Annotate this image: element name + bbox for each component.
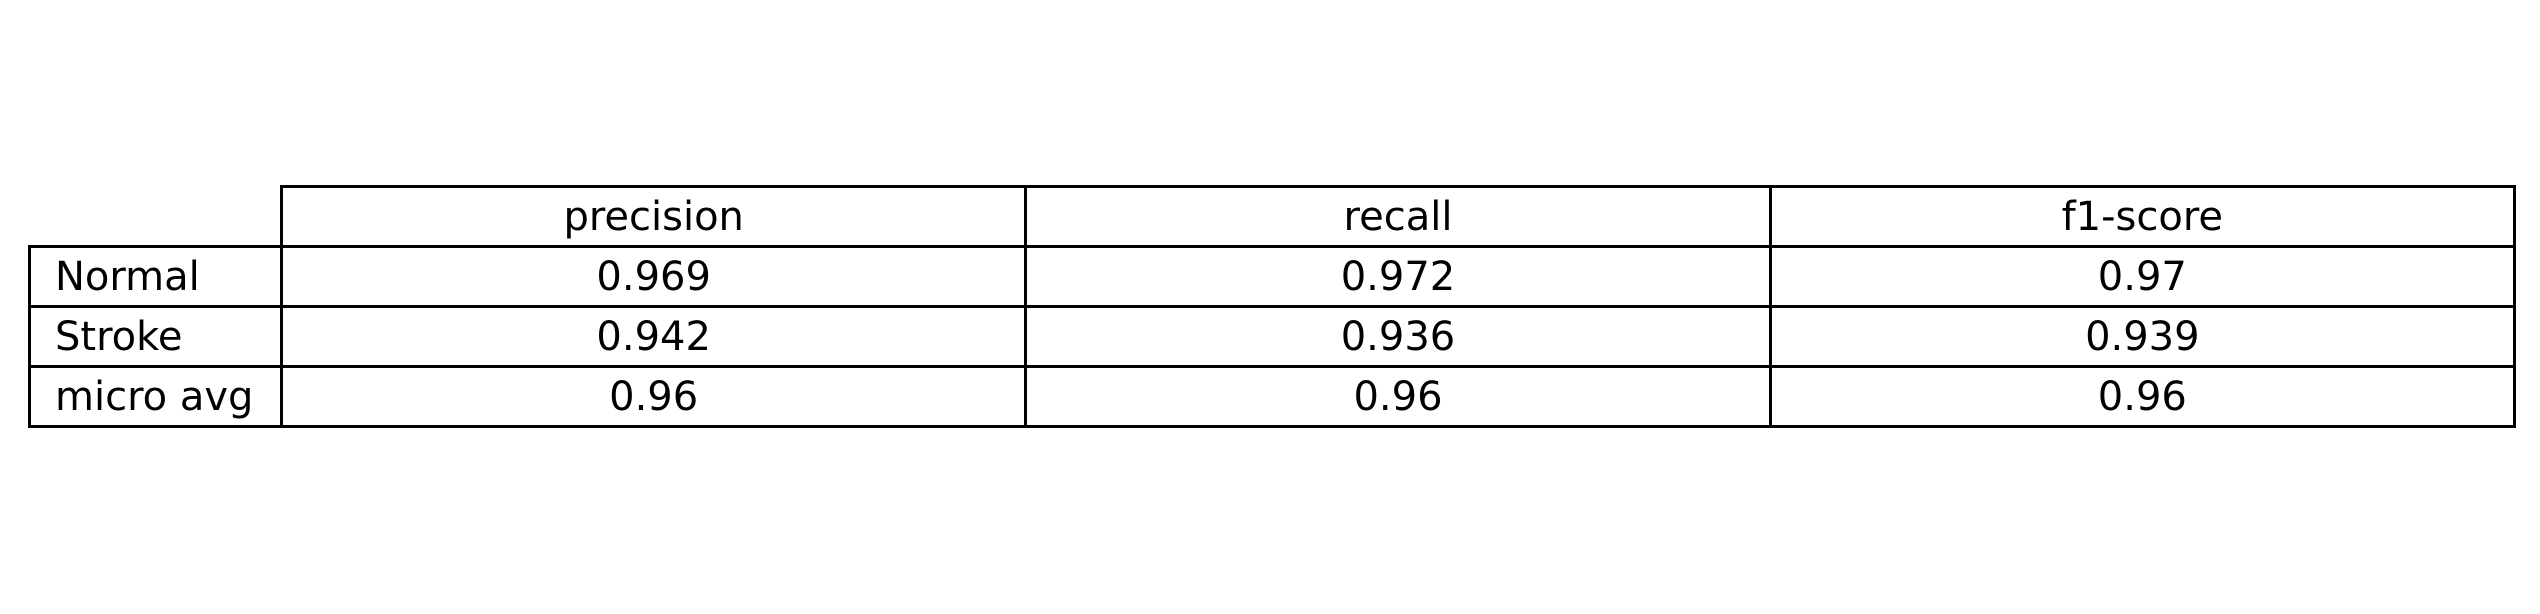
table-cell: 0.969 <box>280 245 1028 308</box>
row-label-micro-avg: micro avg <box>28 365 283 428</box>
table-cell: 0.942 <box>280 305 1028 368</box>
table-cell: 0.97 <box>1768 245 2516 308</box>
table-cell: 0.96 <box>1024 365 1772 428</box>
row-label-stroke-text: Stroke <box>55 313 183 360</box>
table-cell-text: 0.936 <box>1340 313 1456 360</box>
row-label-micro-avg-text: micro avg <box>55 373 254 420</box>
table-cell-text: 0.969 <box>596 253 711 300</box>
row-label-normal-text: Normal <box>55 253 200 300</box>
table-cell-text: 0.972 <box>1340 253 1456 300</box>
column-header-precision-text: precision <box>563 193 744 240</box>
table-cell: 0.936 <box>1024 305 1772 368</box>
table-cell: 0.939 <box>1768 305 2516 368</box>
table-cell: 0.96 <box>280 365 1028 428</box>
column-header-recall-text: recall <box>1343 193 1453 240</box>
table-cell: 0.972 <box>1024 245 1772 308</box>
table-cell-text: 0.96 <box>1353 373 1443 420</box>
column-header-precision: precision <box>280 185 1028 248</box>
table-cell-text: 0.939 <box>2085 313 2200 360</box>
table-cell-text: 0.942 <box>596 313 711 360</box>
row-label-normal: Normal <box>28 245 283 308</box>
column-header-f1-score: f1-score <box>1768 185 2516 248</box>
table-cell-text: 0.96 <box>609 373 699 420</box>
column-header-recall: recall <box>1024 185 1772 248</box>
column-header-f1-score-text: f1-score <box>2061 193 2224 240</box>
table-cell-text: 0.96 <box>2097 373 2187 420</box>
table-cell-text: 0.97 <box>2097 253 2187 300</box>
table-cell: 0.96 <box>1768 365 2516 428</box>
row-label-stroke: Stroke <box>28 305 283 368</box>
